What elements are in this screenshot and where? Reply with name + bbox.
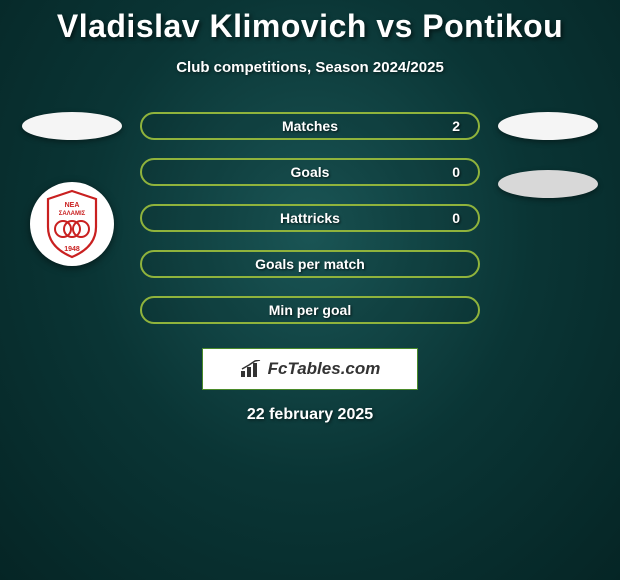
stat-pill-hattricks: Hattricks 0 bbox=[140, 204, 480, 232]
stat-label: Matches bbox=[282, 118, 338, 134]
brand-text: FcTables.com bbox=[268, 359, 381, 379]
svg-text:1948: 1948 bbox=[64, 246, 80, 253]
stat-label: Min per goal bbox=[269, 302, 351, 318]
footer-date: 22 february 2025 bbox=[247, 406, 373, 424]
comparison-card: Vladislav Klimovich vs Pontikou Club com… bbox=[0, 0, 620, 424]
stat-value: 2 bbox=[452, 118, 460, 134]
stat-pill-goals: Goals 0 bbox=[140, 158, 480, 186]
main-area: ΝΕΑ ΣΑΛΑΜΙΣ 1948 Matches 2 Goals 0 Hattr… bbox=[0, 112, 620, 324]
svg-text:ΣΑΛΑΜΙΣ: ΣΑΛΑΜΙΣ bbox=[59, 211, 86, 217]
player-avatar-left bbox=[22, 112, 122, 140]
player-avatar-right bbox=[498, 112, 598, 140]
stats-pills: Matches 2 Goals 0 Hattricks 0 Goals per … bbox=[140, 112, 480, 324]
stat-label: Hattricks bbox=[280, 210, 340, 226]
club-oval-right bbox=[498, 170, 598, 198]
left-column: ΝΕΑ ΣΑΛΑΜΙΣ 1948 bbox=[22, 112, 122, 266]
branding-box[interactable]: FcTables.com bbox=[202, 348, 418, 390]
club-shield-icon: ΝΕΑ ΣΑΛΑΜΙΣ 1948 bbox=[42, 189, 102, 259]
svg-text:ΝΕΑ: ΝΕΑ bbox=[65, 202, 80, 209]
club-badge-left: ΝΕΑ ΣΑΛΑΜΙΣ 1948 bbox=[30, 182, 114, 266]
stat-value: 0 bbox=[452, 210, 460, 226]
page-subtitle: Club competitions, Season 2024/2025 bbox=[176, 59, 444, 76]
stat-label: Goals bbox=[291, 164, 330, 180]
stat-pill-gpm: Goals per match bbox=[140, 250, 480, 278]
stat-pill-mpg: Min per goal bbox=[140, 296, 480, 324]
right-column bbox=[498, 112, 598, 198]
bar-chart-icon bbox=[240, 360, 262, 378]
stat-label: Goals per match bbox=[255, 256, 365, 272]
page-title: Vladislav Klimovich vs Pontikou bbox=[57, 8, 563, 45]
stat-value: 0 bbox=[452, 164, 460, 180]
stat-pill-matches: Matches 2 bbox=[140, 112, 480, 140]
